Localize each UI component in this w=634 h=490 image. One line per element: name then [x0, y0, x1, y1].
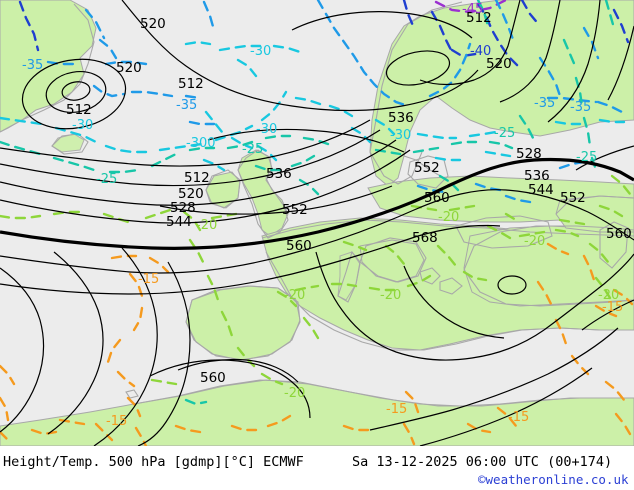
temperature-label: -35 — [22, 58, 44, 73]
height-label: 512 — [184, 170, 210, 186]
temperature-label: -20 — [284, 386, 306, 401]
temp-contour--15 — [0, 242, 634, 446]
temperature-label: -25 — [242, 142, 264, 157]
temperature-label: -15 — [138, 272, 160, 287]
footer-validtime-text: Sa 13-12-2025 06:00 UTC (00+174) — [352, 454, 613, 470]
temperature-label: -20 — [196, 218, 218, 233]
height-label: 568 — [412, 230, 438, 246]
height-label: 544 — [528, 182, 554, 198]
temp-contour--40 — [18, 0, 630, 70]
height-label: 560 — [200, 370, 226, 386]
temperature-label: -20 — [380, 288, 402, 303]
map-canvas[interactable]: 520 512 520 520 512 512 536 528 512 536 … — [0, 0, 634, 446]
temp-contour--20 — [0, 174, 632, 386]
temperature-label: -35 — [534, 96, 556, 111]
temperature-label: -30 — [256, 122, 278, 137]
temperature-label: -35 — [570, 100, 592, 115]
footer-credit-text: ©weatheronline.co.uk — [478, 472, 629, 487]
temperature-label: -300 — [186, 136, 216, 151]
temperature-label: -25 — [96, 172, 118, 187]
temperature-label: -25 — [494, 126, 516, 141]
height-label: 520 — [140, 16, 166, 32]
height-label: 560 — [606, 226, 632, 242]
footer-bar: Height/Temp. 500 hPa [gdmp][°C] ECMWF Sa… — [0, 446, 634, 490]
height-label: 536 — [266, 166, 292, 182]
temp-contour--35 — [46, 0, 624, 204]
height-label: 560 — [286, 238, 312, 254]
temperature-label: -30 — [390, 128, 412, 143]
temperature-label: -20 — [438, 210, 460, 225]
height-label: 536 — [388, 110, 414, 126]
temperature-label: -40 — [470, 44, 492, 59]
temperature-label: -35 — [176, 98, 198, 113]
height-label: 512 — [466, 10, 492, 26]
temperature-label: -30 — [250, 44, 272, 59]
temperature-label: -45 — [462, 2, 484, 17]
height-label: 520 — [486, 56, 512, 72]
temperature-label: -20 — [524, 234, 546, 249]
footer-parameter-text: Height/Temp. 500 hPa [gdmp][°C] ECMWF — [3, 454, 304, 470]
height-label: 520 — [178, 186, 204, 202]
temperature-label: -15 — [106, 414, 128, 429]
temperature-label: -15 — [508, 410, 530, 425]
height-label: 512 — [178, 76, 204, 92]
height-label: 552 — [282, 202, 308, 218]
height-label: 528 — [516, 146, 542, 162]
height-label: 552 — [560, 190, 586, 206]
height-label: 536 — [524, 168, 550, 184]
map-svg — [0, 0, 634, 446]
temperature-label: -15 — [386, 402, 408, 417]
height-label: 528 — [170, 200, 196, 216]
temperature-label: -30 — [72, 118, 94, 133]
height-label: 552 — [414, 160, 440, 176]
temperature-label: -20 — [598, 288, 620, 303]
temp-contour--25 — [0, 0, 616, 406]
height-label: 520 — [116, 60, 142, 76]
temp-contour--45 — [434, 0, 508, 14]
height-label: 544 — [166, 214, 192, 230]
temperature-label: -15 — [602, 300, 624, 315]
height-contours — [0, 0, 634, 446]
temperature-label: -25 — [576, 150, 598, 165]
height-label: 512 — [66, 102, 92, 118]
height-label: 560 — [424, 190, 450, 206]
temperature-label: -20 — [284, 288, 306, 303]
